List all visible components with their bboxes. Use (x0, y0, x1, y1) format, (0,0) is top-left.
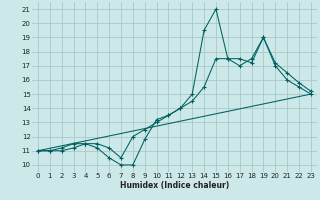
X-axis label: Humidex (Indice chaleur): Humidex (Indice chaleur) (120, 181, 229, 190)
